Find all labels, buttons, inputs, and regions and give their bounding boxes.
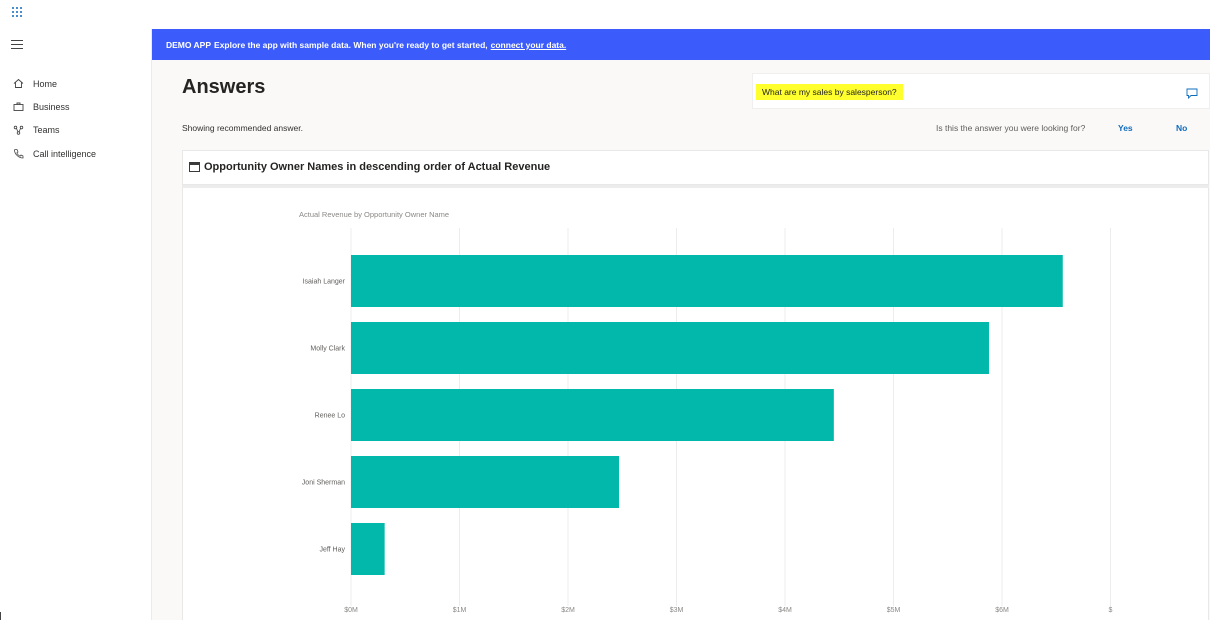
demo-banner: DEMO APP Explore the app with sample dat… (152, 29, 1210, 60)
x-tick-label: $4M (778, 607, 792, 614)
page-title: Answers (182, 76, 266, 98)
briefcase-icon (12, 101, 24, 113)
sidebar-item-call-intelligence[interactable]: Call intelligence (0, 142, 151, 165)
connect-data-link[interactable]: connect your data. (490, 39, 567, 50)
window-edge (0, 612, 1, 620)
feedback-no-button[interactable]: No (1176, 123, 1188, 133)
x-tick-label: $3M (670, 607, 684, 614)
question-input[interactable]: What are my sales by salesperson? (756, 84, 903, 100)
bar (351, 255, 1063, 307)
hamburger-menu-icon[interactable] (11, 40, 23, 50)
table-icon (189, 162, 200, 172)
sidebar-item-home[interactable]: Home (0, 72, 151, 95)
bar-chart: Actual Revenue by Opportunity Owner Name… (299, 210, 1113, 614)
sidebar-nav: Home Business Teams Call intelligence (0, 72, 151, 165)
x-tick-label: $6M (995, 607, 1009, 614)
x-tick-label: $5M (887, 607, 901, 614)
y-category-label: Jeff Hay (319, 547, 345, 554)
question-box[interactable]: What are my sales by salesperson? (752, 73, 1210, 109)
x-tick-label: $0M (344, 607, 358, 614)
bar (351, 456, 619, 508)
x-tick-label: $1M (453, 607, 467, 614)
app-launcher-icon[interactable] (10, 6, 24, 20)
visual-header: Opportunity Owner Names in descending or… (182, 150, 1209, 185)
bar (351, 389, 834, 441)
visual-divider (182, 185, 1209, 188)
sidebar-item-teams[interactable]: Teams (0, 119, 151, 142)
visual-title: Opportunity Owner Names in descending or… (204, 161, 551, 173)
bar (351, 523, 385, 575)
teams-icon (12, 124, 24, 136)
phone-icon (12, 148, 24, 160)
feedback-yes-button[interactable]: Yes (1118, 123, 1133, 133)
sidebar-item-label: Home (33, 78, 58, 89)
feedback-question: Is this the answer you were looking for? (936, 123, 1086, 133)
home-icon (12, 78, 24, 90)
sidebar-item-label: Teams (33, 125, 60, 136)
x-tick-label: $2M (561, 607, 575, 614)
x-tick-label: $ (1109, 607, 1113, 614)
banner-message: Explore the app with sample data. When y… (214, 39, 488, 50)
demo-tag: DEMO APP (166, 39, 212, 50)
showing-status: Showing recommended answer. (182, 123, 303, 133)
y-category-label: Isaiah Langer (303, 279, 346, 286)
chat-icon[interactable] (1186, 86, 1198, 100)
bar (351, 322, 989, 374)
y-category-label: Renee Lo (315, 413, 345, 420)
sidebar-item-label: Business (33, 101, 70, 112)
chart-title: Actual Revenue by Opportunity Owner Name (299, 210, 449, 219)
sidebar-item-business[interactable]: Business (0, 95, 151, 118)
y-category-label: Molly Clark (310, 346, 345, 353)
sidebar-item-label: Call intelligence (33, 148, 97, 159)
main-content: DEMO APP Explore the app with sample dat… (151, 29, 1210, 620)
chart-card: Actual Revenue by Opportunity Owner Name… (182, 188, 1209, 620)
y-category-label: Joni Sherman (302, 480, 345, 487)
